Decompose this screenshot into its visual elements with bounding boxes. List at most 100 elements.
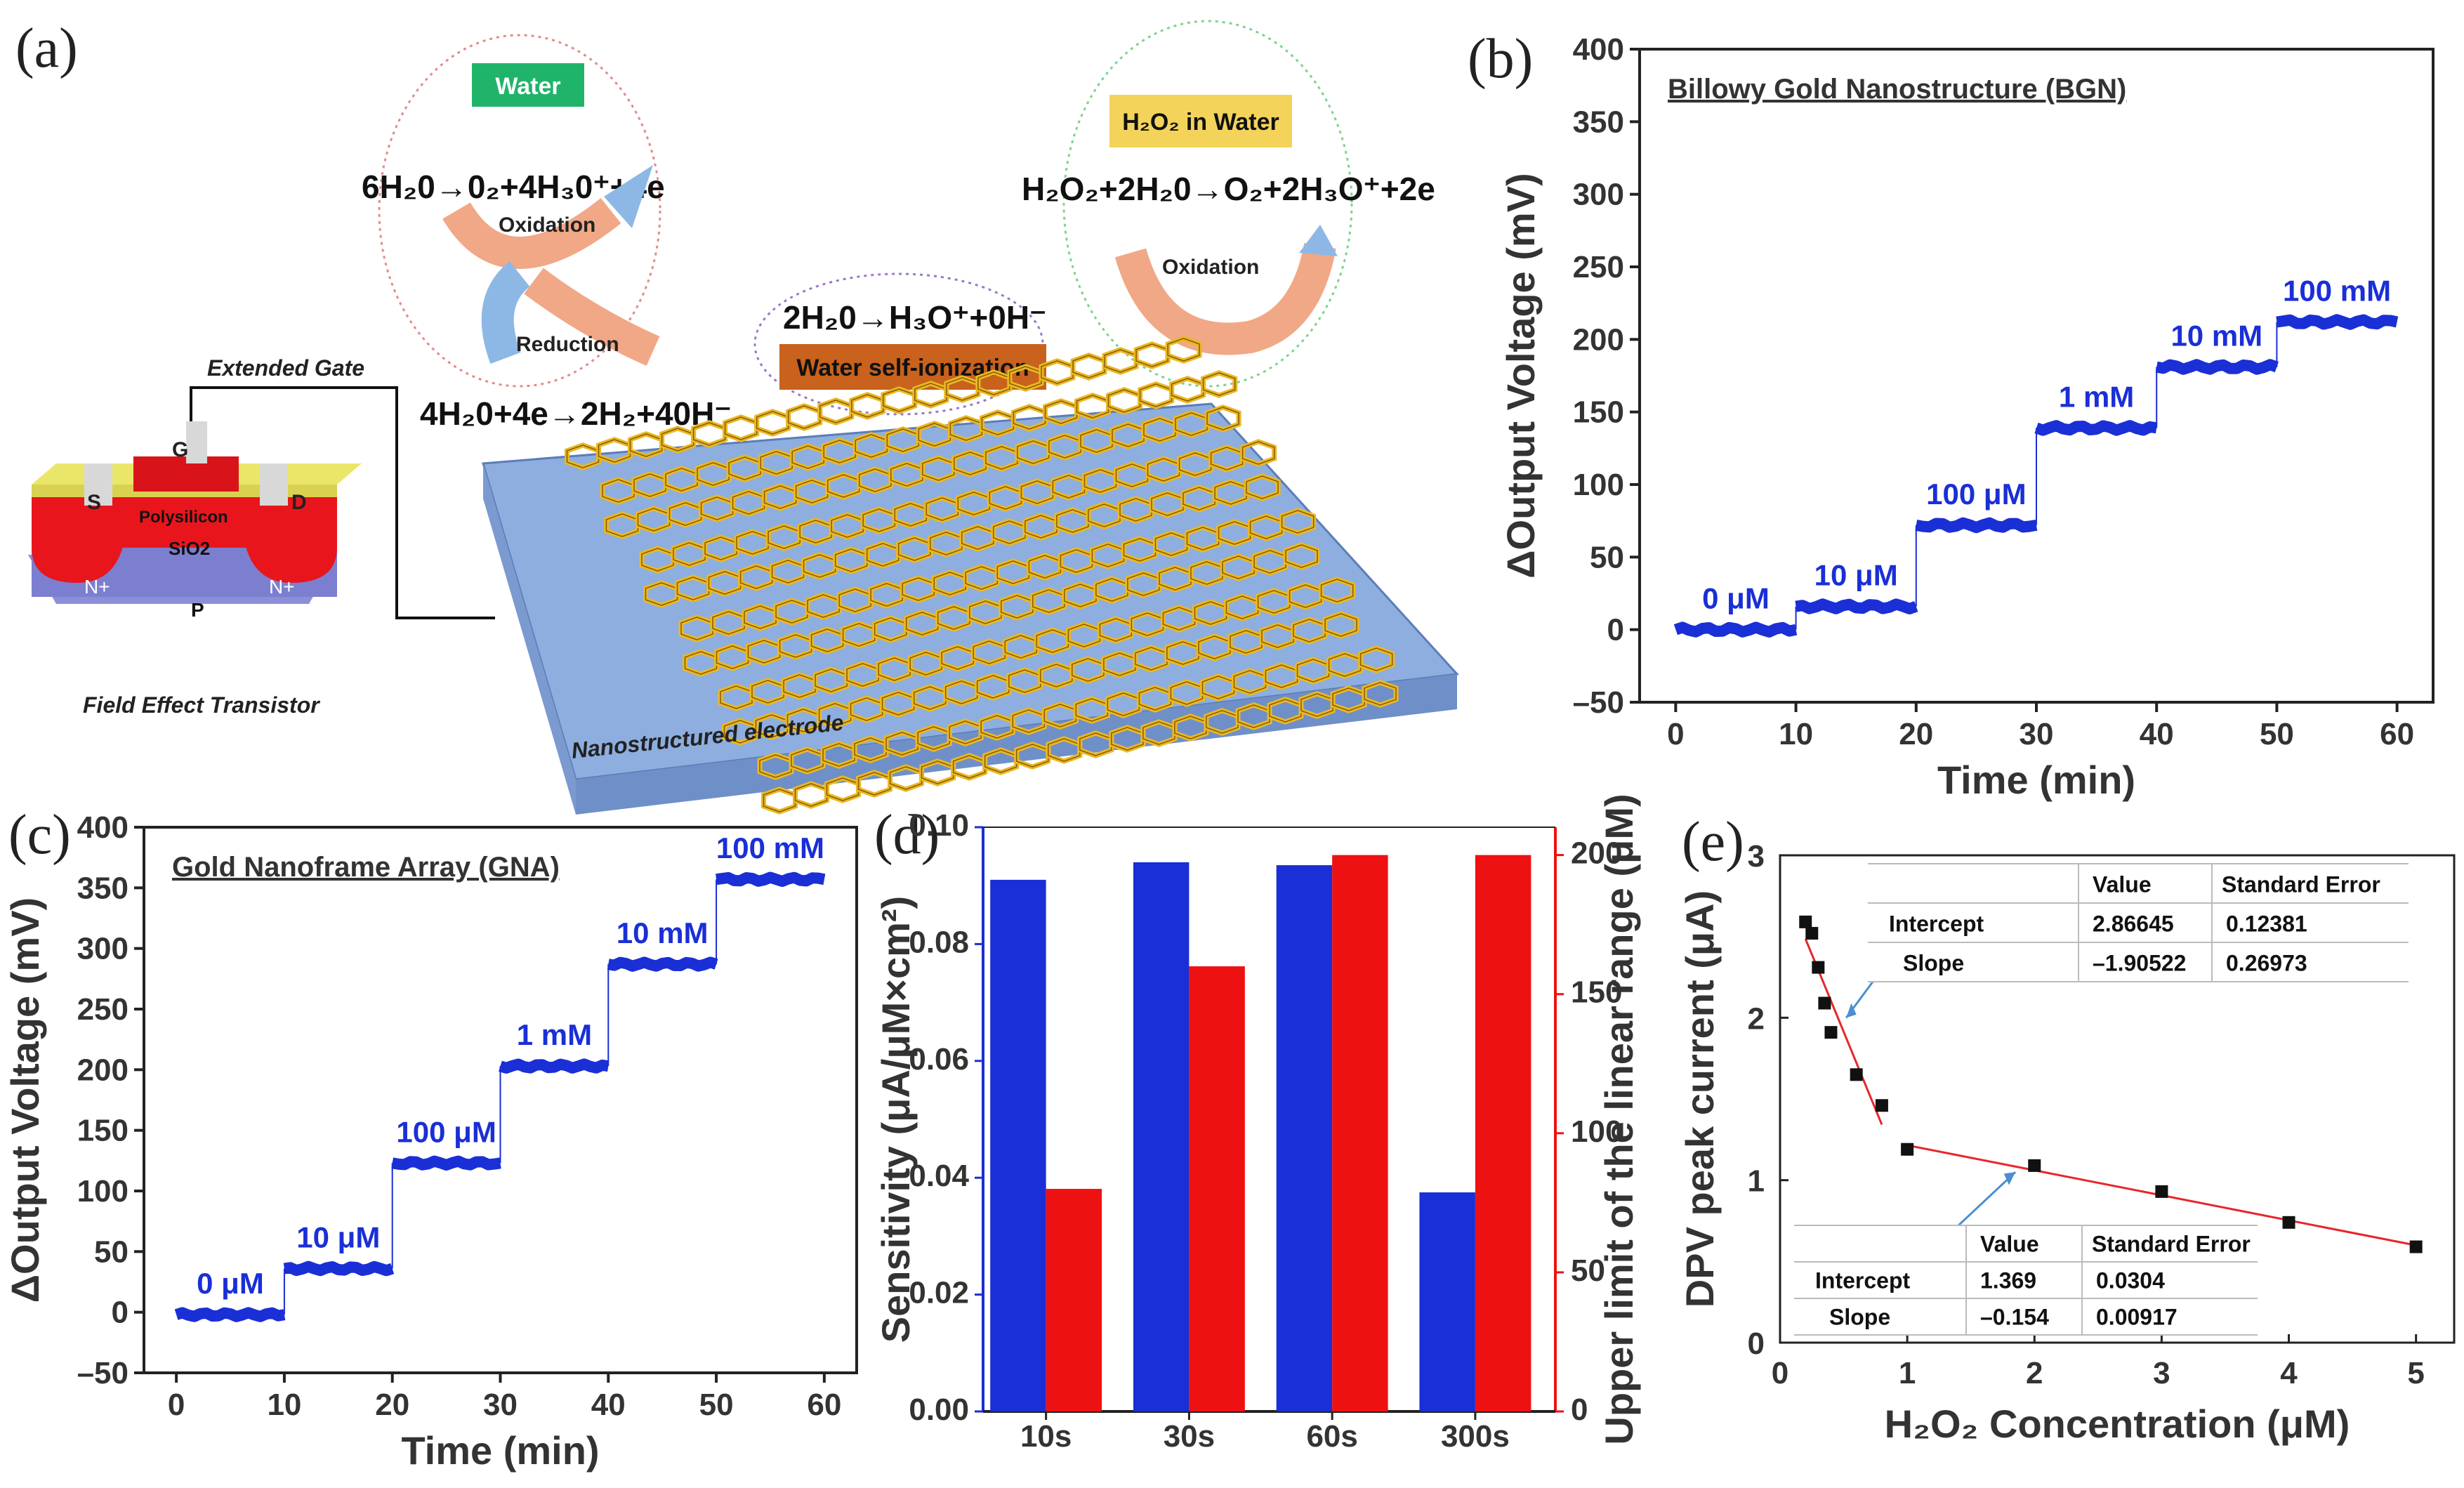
x-tick-label: 40 bbox=[591, 1388, 626, 1422]
y-tick-label: 100 bbox=[77, 1174, 129, 1209]
fet-device: S G D Polysilicon SiO2 N+ N+ P bbox=[28, 421, 362, 621]
water-reduction-label: Reduction bbox=[516, 333, 619, 356]
data-point bbox=[2155, 1185, 2168, 1198]
linear-range-bar bbox=[1475, 855, 1531, 1411]
x-tick-label: 30 bbox=[483, 1388, 518, 1422]
left-y-tick-label: 0.10 bbox=[909, 808, 969, 843]
table-row-label: Intercept bbox=[1815, 1268, 1910, 1293]
chart-title: Billowy Gold Nanostructure (BGN) bbox=[1668, 74, 2126, 105]
electrode-left-face bbox=[483, 463, 576, 815]
panel-c-chart: (c) –50 0 50 100 150 200 250 300 350 400 0 10 20 30 40… bbox=[3, 804, 858, 1473]
honeycomb-cell-edge bbox=[763, 789, 796, 812]
water-badge-label: Water bbox=[495, 73, 560, 100]
y-tick-label: 250 bbox=[1573, 250, 1624, 284]
left-y-tick-label: 0.00 bbox=[909, 1392, 969, 1427]
left-y-tick-label: 0.06 bbox=[909, 1042, 969, 1077]
step-segment bbox=[391, 1155, 501, 1171]
sensitivity-bar bbox=[1419, 1192, 1475, 1411]
linear-range-bar bbox=[1046, 1189, 1102, 1411]
honeycomb-cell-edge bbox=[1324, 613, 1357, 637]
panel-label-d: (d) bbox=[874, 804, 940, 866]
step-segment bbox=[1795, 598, 1918, 614]
x-tick-label: 5 bbox=[2407, 1356, 2424, 1390]
h2o2-badge-label: H₂O₂ in Water bbox=[1122, 109, 1279, 136]
x-tick-label: 10 bbox=[267, 1388, 301, 1422]
honeycomb-cell-edge bbox=[1364, 682, 1397, 706]
y-tick-label: 300 bbox=[77, 932, 129, 966]
left-y-tick-label: 0.04 bbox=[909, 1159, 969, 1193]
table-background bbox=[1868, 864, 2409, 982]
honeycomb-cell-edge bbox=[756, 411, 789, 435]
x-tick-label: 60 bbox=[807, 1388, 841, 1422]
water-reduction-equation: 4H₂0+4e→2H₂+40H⁻ bbox=[420, 395, 732, 432]
panel-label-a: (a) bbox=[15, 18, 78, 79]
y-tick-label: 400 bbox=[77, 810, 129, 845]
y-tick-label: 50 bbox=[1590, 540, 1624, 574]
y-tick-label: –50 bbox=[1573, 685, 1624, 720]
table-background bbox=[1794, 1225, 2258, 1335]
data-point bbox=[2282, 1216, 2295, 1229]
step-segment bbox=[1915, 517, 2038, 534]
data-point bbox=[1805, 927, 1819, 940]
step-segment bbox=[607, 956, 718, 972]
panel-label-e: (e) bbox=[1682, 811, 1744, 873]
honeycomb-cell-edge bbox=[794, 783, 828, 807]
fit-pointer-arrowhead bbox=[1846, 1003, 1857, 1018]
right-y-tick-label: 0 bbox=[1571, 1392, 1588, 1427]
table-row-error: 0.0304 bbox=[2096, 1268, 2165, 1293]
y-tick-label: 2 bbox=[1748, 1001, 1765, 1036]
step-label: 10 μM bbox=[296, 1221, 380, 1254]
water-badge bbox=[472, 63, 584, 107]
step-segment bbox=[283, 1260, 395, 1277]
x-tick-label: 3 bbox=[2153, 1356, 2170, 1390]
honeycomb-cell-edge bbox=[1246, 475, 1279, 499]
y-tick-label: 350 bbox=[1573, 105, 1624, 139]
step-segment bbox=[2034, 420, 2158, 436]
y-tick-label: 300 bbox=[1573, 178, 1624, 212]
sensitivity-bar bbox=[990, 879, 1046, 1411]
step-segment bbox=[1673, 621, 1798, 638]
x-tick-label: 30s bbox=[1164, 1419, 1215, 1454]
table-row-value: 1.369 bbox=[1980, 1268, 2036, 1293]
fet-drain-label: D bbox=[291, 491, 307, 514]
self-ionization-badge bbox=[779, 344, 1046, 390]
sensitivity-bar bbox=[1133, 862, 1190, 1411]
x-tick-label: 10s bbox=[1020, 1419, 1072, 1454]
step-segment bbox=[716, 871, 826, 887]
honeycomb-cell-edge bbox=[1104, 349, 1137, 373]
x-tick-label: 0 bbox=[168, 1388, 185, 1422]
table-row-value: 2.86645 bbox=[2093, 911, 2174, 936]
self-ionization-badge-label: Water self-ionization bbox=[796, 355, 1029, 381]
honeycomb-cell-edge bbox=[1281, 510, 1315, 534]
water-oxidation-label: Oxidation bbox=[499, 213, 595, 237]
fet-n-plus-left bbox=[32, 492, 128, 583]
honeycomb-cell-edge bbox=[1167, 338, 1200, 362]
honeycomb-cell-edge bbox=[1359, 647, 1393, 671]
honeycomb-cell-edge bbox=[1202, 372, 1236, 396]
oxidation-arrow-body bbox=[442, 197, 621, 269]
linear-range-bar bbox=[1189, 966, 1245, 1411]
x-axis-title: H₂O₂ Concentration (μM) bbox=[1885, 1402, 2350, 1446]
left-y-tick-label: 0.02 bbox=[909, 1276, 969, 1310]
oxidation-arrow-head bbox=[604, 165, 653, 228]
step-label: 1 mM bbox=[2059, 380, 2134, 413]
table-row-label: Slope bbox=[1903, 950, 1964, 975]
fet-source-contact bbox=[84, 463, 112, 506]
honeycomb-cell-edge bbox=[1285, 544, 1318, 568]
fit-table-bottom: Value Standard Error Intercept 1.369 0.0304 S… bbox=[1794, 1225, 2258, 1336]
table-row-error: 0.12381 bbox=[2226, 911, 2307, 936]
right-y-tick-label: 150 bbox=[1571, 975, 1622, 1010]
y-tick-label: 150 bbox=[77, 1114, 129, 1148]
data-point bbox=[2028, 1159, 2041, 1172]
step-label: 100 μM bbox=[396, 1115, 496, 1148]
step-segment bbox=[174, 1307, 286, 1322]
y-tick-label: 50 bbox=[94, 1234, 129, 1269]
h2o2-oxidation-equation: H₂O₂+2H₂0→O₂+2H₃O⁺+2e bbox=[1022, 171, 1435, 207]
sensitivity-bar bbox=[1276, 865, 1333, 1411]
y-tick-label: 200 bbox=[1573, 322, 1624, 357]
y-tick-label: 100 bbox=[1573, 468, 1624, 502]
h2o2-oxidation-arrow-body bbox=[1114, 242, 1336, 355]
honeycomb-cell-edge bbox=[787, 405, 821, 429]
honeycomb-cell-edge bbox=[1171, 378, 1204, 402]
